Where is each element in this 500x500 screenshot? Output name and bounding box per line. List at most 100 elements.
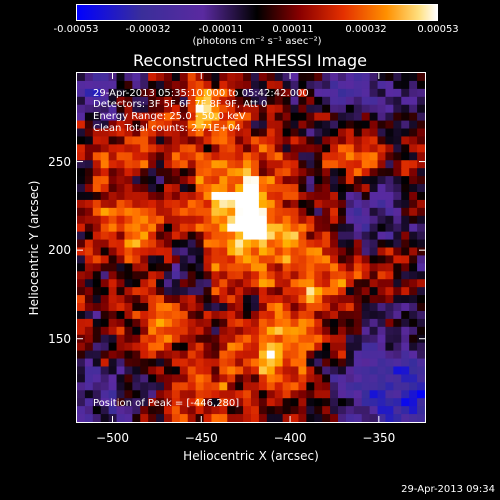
heatmap-cell <box>187 247 197 257</box>
heatmap-cell <box>92 73 102 82</box>
heatmap-cell <box>298 271 307 280</box>
heatmap-cell <box>84 414 94 422</box>
heatmap-cell <box>92 303 102 312</box>
heatmap-cell <box>401 184 410 193</box>
heatmap-cell <box>92 136 102 145</box>
heatmap-cell <box>164 382 173 391</box>
x-axis-label: Heliocentric X (arcsec) <box>183 449 319 463</box>
heatmap-cell <box>100 398 110 407</box>
heatmap-cell <box>195 310 205 320</box>
heatmap-cell <box>330 152 339 161</box>
heatmap-cell <box>322 184 331 193</box>
heatmap-cell <box>179 342 189 352</box>
heatmap-cell <box>235 176 244 185</box>
heatmap-cell <box>77 350 86 360</box>
heatmap-cell <box>353 73 363 82</box>
heatmap-cell <box>266 168 276 177</box>
heatmap-cell <box>353 279 363 288</box>
heatmap-cell <box>409 279 418 288</box>
heatmap-cell <box>211 279 220 288</box>
heatmap-cell <box>266 358 276 368</box>
heatmap-cell <box>338 207 347 217</box>
heatmap-cell <box>227 239 236 249</box>
heatmap-cell <box>361 191 371 201</box>
heatmap-cell <box>195 247 205 257</box>
heatmap-cell <box>219 295 228 304</box>
heatmap-cell <box>258 406 268 415</box>
heatmap-cell <box>266 279 276 288</box>
heatmap-cell <box>322 374 331 383</box>
heatmap-cell <box>345 88 355 98</box>
heatmap-cell <box>258 144 268 153</box>
heatmap-cell <box>100 112 110 122</box>
heatmap-cell <box>361 128 371 138</box>
heatmap-cell <box>274 390 284 399</box>
heatmap-cell <box>369 96 379 106</box>
heatmap-cell <box>330 295 339 304</box>
heatmap-cell <box>306 366 315 376</box>
annotation-peak: Position of Peak = [-446,280] <box>93 398 240 409</box>
heatmap-cell <box>266 184 276 193</box>
heatmap-cell <box>361 279 371 288</box>
heatmap-cell <box>124 310 133 320</box>
heatmap-cell <box>314 406 323 415</box>
heatmap-cell <box>417 350 425 360</box>
heatmap-cell <box>345 334 355 344</box>
heatmap-cell <box>195 295 205 304</box>
heatmap-cell <box>132 390 141 399</box>
heatmap-cell <box>227 112 236 122</box>
heatmap-cell <box>227 414 236 422</box>
heatmap-cell <box>338 199 347 209</box>
heatmap-cell <box>251 255 260 264</box>
heatmap-cell <box>345 112 355 122</box>
heatmap-cell <box>266 287 276 296</box>
heatmap-cell <box>266 136 276 145</box>
heatmap-cell <box>393 104 402 114</box>
heatmap-cell <box>314 398 323 407</box>
heatmap-cell <box>266 152 276 161</box>
heatmap-cell <box>314 247 323 257</box>
heatmap-cell <box>393 318 402 328</box>
heatmap-cell <box>306 207 315 217</box>
heatmap-cell <box>306 382 315 391</box>
heatmap-cell <box>140 326 149 336</box>
heatmap-cell <box>235 88 244 98</box>
heatmap-cell <box>322 128 331 138</box>
heatmap-cell <box>108 104 118 114</box>
heatmap-cell <box>227 326 236 336</box>
heatmap-cell <box>140 390 149 399</box>
heatmap-cell <box>116 334 126 344</box>
heatmap-cell <box>203 191 213 201</box>
heatmap-cell <box>116 295 126 304</box>
heatmap-cell <box>179 295 189 304</box>
heatmap-cell <box>361 73 371 82</box>
heatmap-cell <box>393 144 402 153</box>
heatmap-cell <box>417 310 425 320</box>
heatmap-cell <box>345 279 355 288</box>
heatmap-cell <box>377 303 387 312</box>
heatmap-cell <box>401 176 410 185</box>
heatmap-cell <box>84 88 94 98</box>
heatmap-cell <box>338 144 347 153</box>
heatmap-cell <box>100 366 110 376</box>
heatmap-cell <box>171 406 181 415</box>
heatmap-cell <box>140 223 149 233</box>
heatmap-cell <box>243 295 252 304</box>
heatmap-cell <box>203 334 213 344</box>
heatmap-cell <box>377 318 387 328</box>
heatmap-cell <box>227 406 236 415</box>
heatmap-cell <box>140 199 149 209</box>
heatmap-cell <box>385 215 394 225</box>
heatmap-cell <box>77 366 86 376</box>
heatmap-cell <box>235 255 244 264</box>
heatmap-cell <box>235 136 244 145</box>
heatmap-cell <box>164 168 173 177</box>
heatmap-cell <box>124 334 133 344</box>
heatmap-cell <box>393 128 402 138</box>
heatmap-cell <box>274 231 284 241</box>
heatmap-cell <box>345 231 355 241</box>
heatmap-cell <box>353 366 363 376</box>
heatmap-cell <box>322 358 331 368</box>
heatmap-cell <box>195 366 205 376</box>
heatmap-cell <box>195 255 205 264</box>
